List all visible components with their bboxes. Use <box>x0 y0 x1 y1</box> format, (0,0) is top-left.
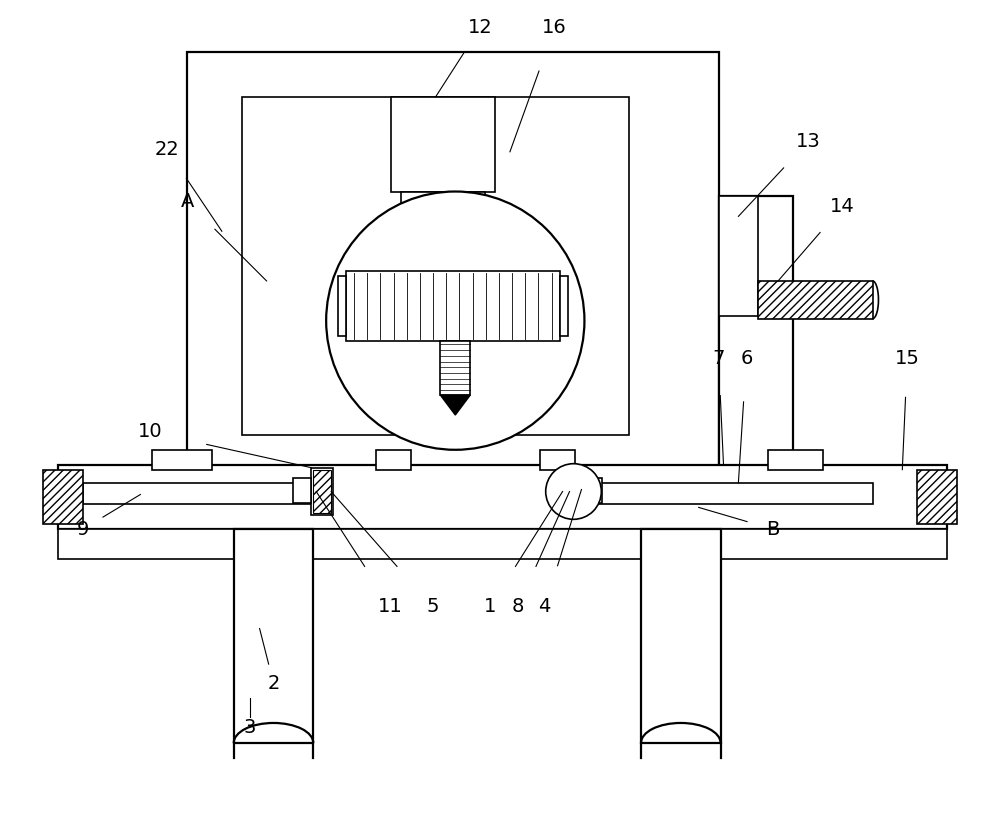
Text: 6: 6 <box>740 349 753 368</box>
Text: 15: 15 <box>895 349 920 368</box>
Text: 5: 5 <box>426 597 439 616</box>
Text: 8: 8 <box>512 597 524 616</box>
Bar <box>719 196 758 316</box>
Bar <box>560 276 568 335</box>
Bar <box>719 196 793 499</box>
Text: 16: 16 <box>542 18 567 37</box>
Bar <box>768 450 823 470</box>
Bar <box>234 529 313 743</box>
Circle shape <box>326 191 584 450</box>
Text: 7: 7 <box>712 349 725 368</box>
Text: 1: 1 <box>484 597 496 616</box>
Text: 22: 22 <box>155 140 180 160</box>
Circle shape <box>546 464 601 519</box>
Bar <box>641 529 721 743</box>
Text: B: B <box>766 520 780 538</box>
Text: 11: 11 <box>378 597 403 616</box>
Bar <box>563 467 584 515</box>
Bar <box>338 276 346 335</box>
Bar <box>43 470 83 524</box>
Bar <box>589 482 873 504</box>
Bar <box>584 477 602 503</box>
Bar <box>58 529 947 559</box>
Bar <box>187 53 719 499</box>
Text: 10: 10 <box>138 422 163 441</box>
Text: 3: 3 <box>243 718 256 737</box>
Bar <box>313 470 331 513</box>
Text: 4: 4 <box>539 597 551 616</box>
Bar <box>917 470 957 524</box>
Bar <box>758 281 873 319</box>
Bar <box>242 97 629 435</box>
Text: A: A <box>180 192 194 211</box>
Text: 9: 9 <box>77 520 89 538</box>
Bar <box>440 340 470 395</box>
Bar <box>83 482 331 504</box>
Bar <box>346 271 560 340</box>
Text: 2: 2 <box>267 674 280 693</box>
Bar <box>391 97 495 191</box>
Text: 13: 13 <box>796 132 820 151</box>
Bar <box>401 191 485 222</box>
Bar <box>293 477 311 503</box>
Bar <box>58 465 947 529</box>
Text: 14: 14 <box>830 197 855 216</box>
Bar <box>311 467 333 515</box>
Text: 12: 12 <box>468 18 493 37</box>
Bar <box>540 450 575 470</box>
Polygon shape <box>440 395 470 415</box>
Bar <box>376 450 411 470</box>
Bar <box>565 470 582 513</box>
Bar <box>152 450 212 470</box>
